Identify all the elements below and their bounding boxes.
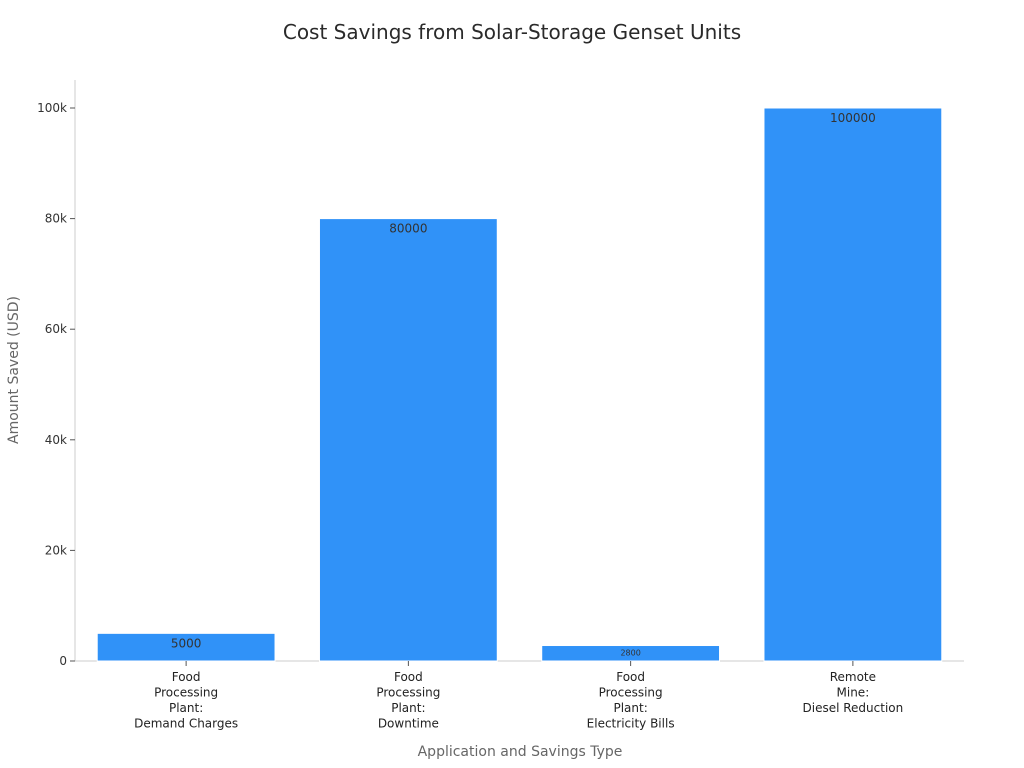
x-tick-label-line: Plant: [613,701,647,715]
x-axis-title: Application and Savings Type [418,744,623,760]
x-tick-label-line: Mine: [837,686,870,700]
y-tick-label: 20k [45,543,67,557]
x-tick-label-line: Downtime [378,717,439,731]
bar-value-label: 5000 [171,636,202,650]
x-tick-label-line: Plant: [391,701,425,715]
bar-value-label: 2800 [620,649,640,658]
bars: 5000 80000 2800 100000 [96,107,943,662]
x-tick-label: Food Processing Plant: Downtime [376,670,440,731]
y-tick-label: 60k [45,322,67,336]
chart-title: Cost Savings from Solar-Storage Genset U… [282,20,742,44]
x-tick-label-line: Food [616,670,645,684]
bar [318,218,498,662]
x-tick-label-line: Processing [154,686,218,700]
bar-value-label: 100000 [830,111,876,125]
bar [96,632,276,662]
x-tick-label-line: Processing [599,686,663,700]
x-tick-label-line: Food [172,670,201,684]
y-ticks: 0 20k 40k 60k 80k 100k [37,101,75,668]
x-tick-label: Remote Mine: Diesel Reduction [803,670,904,715]
x-tick-label-line: Remote [830,670,876,684]
y-tick-label: 80k [45,212,67,226]
x-tick-label: Food Processing Plant: Electricity Bills [587,670,675,731]
x-tick-label-line: Demand Charges [134,717,238,731]
x-tick-label: Food Processing Plant: Demand Charges [134,670,238,731]
y-tick-label: 0 [59,654,67,668]
x-tick-label-line: Processing [376,686,440,700]
bar-value-label: 80000 [389,222,427,236]
x-tick-label-line: Diesel Reduction [803,701,904,715]
x-tick-label-line: Plant: [169,701,203,715]
x-tick-label-line: Food [394,670,423,684]
bar [763,107,943,662]
y-axis-title: Amount Saved (USD) [6,296,22,444]
y-tick-label: 100k [37,101,67,115]
y-tick-label: 40k [45,433,67,447]
x-tick-label-line: Electricity Bills [587,717,675,731]
